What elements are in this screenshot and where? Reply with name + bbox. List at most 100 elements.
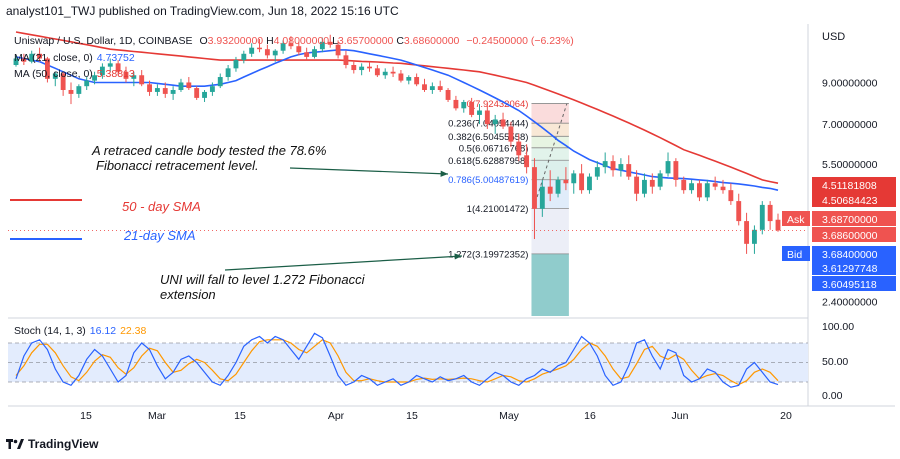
candle-body bbox=[524, 155, 530, 168]
candle-body bbox=[209, 86, 215, 92]
candle-body bbox=[68, 89, 74, 94]
candle-body bbox=[382, 71, 388, 76]
candle-body bbox=[767, 204, 773, 222]
price-tick-label: 9.00000000 bbox=[822, 77, 878, 89]
price-badge-text: 3.60495118 bbox=[822, 279, 877, 291]
publisher-line: analyst101_TWJ published on TradingView.… bbox=[6, 4, 399, 18]
candle-body bbox=[414, 77, 420, 85]
price-axis-unit: USD bbox=[822, 31, 845, 43]
candle-body bbox=[657, 173, 663, 187]
candle-body bbox=[359, 66, 365, 71]
stoch-axis-tick: 50.00 bbox=[822, 356, 848, 368]
time-tick-label: Jun bbox=[672, 410, 689, 422]
candle-body bbox=[37, 53, 43, 59]
candle-body bbox=[445, 89, 451, 100]
candle-body bbox=[461, 101, 467, 109]
candle-body bbox=[21, 58, 27, 62]
ohlc-open-key: O bbox=[199, 35, 208, 47]
candle-body bbox=[453, 99, 459, 109]
candle-body bbox=[626, 164, 632, 177]
ohlc-low-value: 3.65700000 bbox=[337, 35, 394, 47]
fib-test-line2: Fibonacci retracement level. bbox=[96, 158, 259, 173]
candle-body bbox=[264, 49, 270, 56]
ma50-legend: MA (50, close, 0) 5.38813 bbox=[14, 68, 135, 80]
candle-body bbox=[649, 179, 655, 187]
time-tick-label: 15 bbox=[234, 410, 246, 422]
candle-body bbox=[681, 179, 687, 191]
candle-body bbox=[162, 88, 168, 94]
candle-body bbox=[587, 176, 592, 191]
ma50-legend-value: 5.38813 bbox=[96, 68, 135, 80]
candle-body bbox=[92, 75, 97, 81]
candle-body bbox=[744, 221, 750, 244]
sma50-annotation: 50 - day SMA bbox=[122, 199, 201, 214]
candle-body bbox=[642, 179, 647, 194]
candle-body bbox=[52, 73, 58, 79]
ma21-legend-label: MA (21, close, 0) bbox=[14, 52, 93, 64]
candle-body bbox=[217, 77, 223, 87]
candle-body bbox=[139, 75, 145, 85]
candle-body bbox=[406, 77, 412, 81]
fib-zone bbox=[531, 208, 569, 254]
candle-body bbox=[539, 186, 545, 209]
candle-body bbox=[728, 190, 734, 202]
ohlc-close-key: C bbox=[396, 35, 404, 47]
fib-zone bbox=[531, 103, 569, 124]
price-badge-text: 3.68600000 bbox=[822, 230, 878, 242]
candle-body bbox=[319, 41, 325, 50]
fib-test-line1: A retraced candle body tested the 78.6% bbox=[92, 143, 327, 158]
price-tag-text: Ask bbox=[787, 214, 805, 226]
candle-body bbox=[44, 58, 50, 79]
price-badge-last bbox=[812, 227, 896, 242]
ohlc-close-value: 3.68600000 bbox=[403, 35, 460, 47]
price-badge-text: 4.50684423 bbox=[822, 195, 878, 207]
candle-body bbox=[233, 60, 239, 69]
symbol-legend: Uniswap / U.S. Dollar, 1D, COINBASE O3.9… bbox=[14, 35, 574, 47]
fib-test-arrow bbox=[289, 167, 449, 175]
price-badge-ask bbox=[812, 211, 896, 226]
candle-body bbox=[555, 179, 561, 194]
ohlc-high-key: H bbox=[266, 35, 274, 47]
candle-body bbox=[99, 66, 105, 76]
stoch-d-value: 22.38 bbox=[120, 325, 147, 337]
fib-level-label: 0.618(5.62887958) bbox=[448, 156, 528, 167]
price-tag-bid bbox=[782, 246, 810, 261]
ma21-legend: MA (21, close, 0) 4.73752 bbox=[14, 52, 135, 64]
ohlc-low-key: L bbox=[332, 35, 338, 47]
candle-body bbox=[186, 82, 192, 89]
candle-body bbox=[202, 91, 207, 98]
time-tick-label: 20 bbox=[780, 410, 792, 422]
candle-body bbox=[422, 84, 427, 90]
candle-body bbox=[704, 183, 710, 198]
candle-body bbox=[343, 55, 349, 65]
forecast-annotation: UNI will fall to level 1.272 Fibonacci e… bbox=[160, 272, 364, 302]
fib-level-label: 0.786(5.00487619) bbox=[448, 175, 528, 186]
change-value: −0.24500000 (−6.23%) bbox=[466, 35, 574, 47]
symbol-label: Uniswap / U.S. Dollar, 1D, COINBASE bbox=[14, 35, 193, 47]
tradingview-footer[interactable]: TradingView bbox=[6, 437, 98, 451]
candle-body bbox=[241, 53, 247, 61]
fib-level-label: 1.272(3.19972352) bbox=[448, 249, 528, 260]
candle-body bbox=[398, 73, 404, 81]
time-tick-label: 15 bbox=[80, 410, 92, 422]
price-badge-text: 3.68400000 bbox=[822, 249, 878, 261]
price-tick-label: 7.00000000 bbox=[822, 119, 878, 131]
fib-zone bbox=[531, 160, 569, 180]
fib-test-annotation: A retraced candle body tested the 78.6% … bbox=[92, 143, 326, 173]
candle-body bbox=[634, 176, 640, 194]
candle-body bbox=[610, 161, 616, 171]
price-tick-label: 2.40000000 bbox=[822, 297, 878, 309]
time-tick-label: 15 bbox=[406, 410, 418, 422]
forecast-line2: extension bbox=[160, 287, 216, 302]
candle-body bbox=[689, 183, 695, 191]
stoch-axis-tick: 0.00 bbox=[822, 390, 843, 402]
candle-body bbox=[327, 41, 333, 45]
candle-body bbox=[84, 80, 90, 87]
price-tag-ask bbox=[782, 211, 810, 226]
candle-body bbox=[131, 75, 137, 79]
candle-body bbox=[351, 64, 357, 71]
candle-body bbox=[484, 110, 490, 125]
candle-body bbox=[29, 53, 35, 62]
candle-body bbox=[697, 183, 702, 198]
tradingview-logo-icon bbox=[6, 439, 24, 449]
